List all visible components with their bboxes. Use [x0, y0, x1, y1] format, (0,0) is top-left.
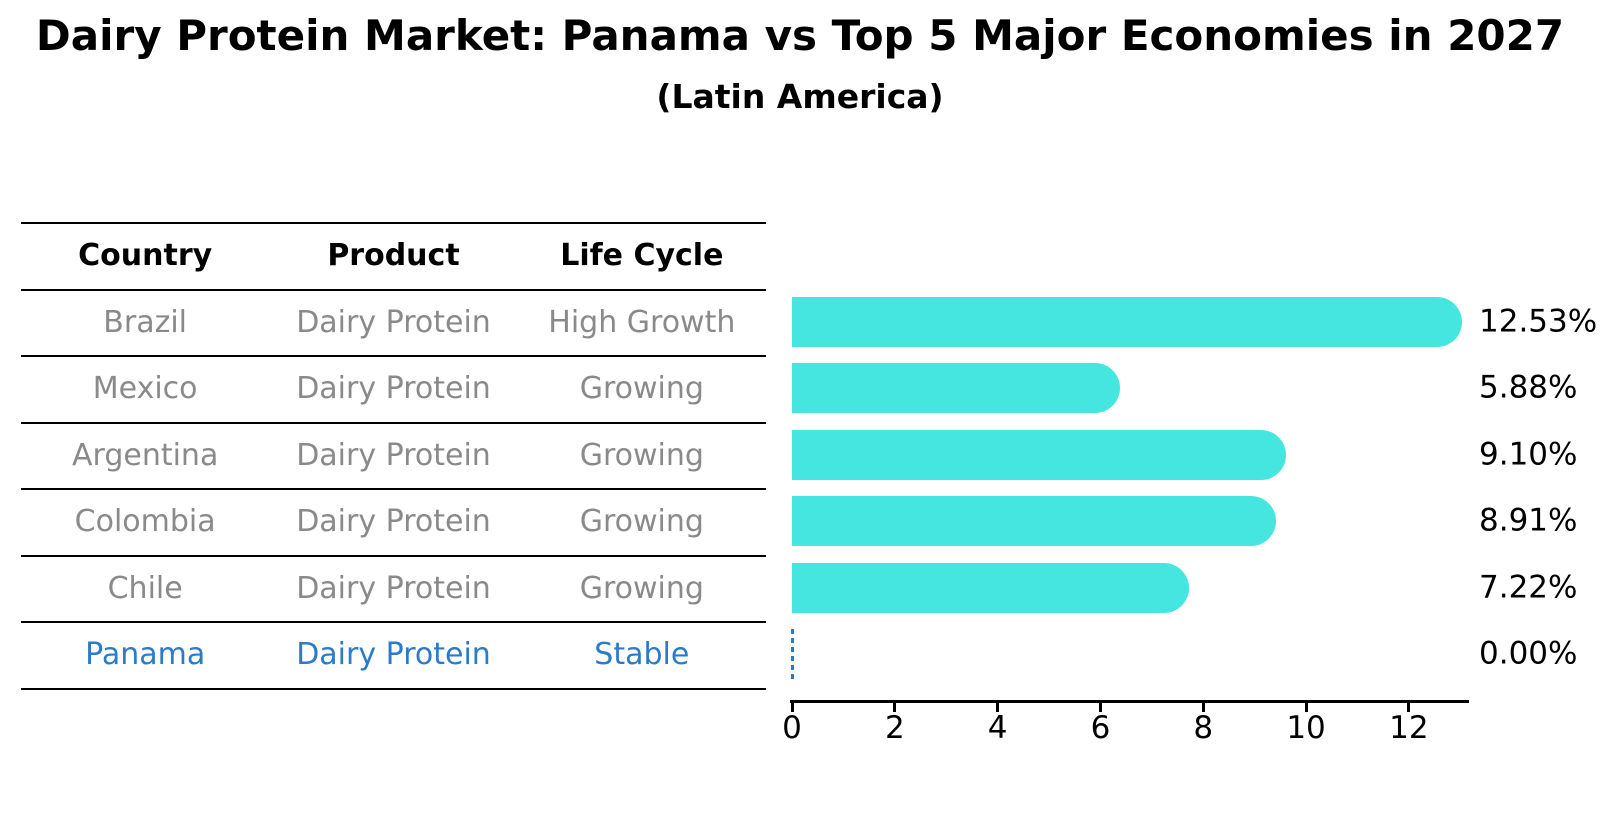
- table-row: Argentina Dairy Protein Growing: [21, 424, 766, 490]
- cell-product: Dairy Protein: [296, 371, 491, 407]
- value-label-mexico: 5.88%: [1479, 369, 1578, 406]
- value-label-brazil: 12.53%: [1479, 303, 1598, 340]
- cell-country: Mexico: [92, 371, 198, 407]
- table-row: Brazil Dairy Protein High Growth: [21, 291, 766, 357]
- x-tick-mark: [996, 703, 1000, 712]
- x-axis-line: [790, 700, 1469, 703]
- x-tick-mark: [893, 703, 897, 712]
- zero-dashed-marker-panama: [790, 629, 794, 680]
- x-tick-label: 0: [782, 710, 802, 746]
- x-tick-mark: [1201, 703, 1205, 712]
- cell-lifecycle: Growing: [579, 504, 704, 540]
- cell-country: Panama: [85, 637, 206, 673]
- table-row: Panama Dairy Protein Stable: [21, 623, 766, 690]
- x-tick-label: 12: [1389, 710, 1429, 746]
- table-row: Colombia Dairy Protein Growing: [21, 490, 766, 557]
- table-row: Chile Dairy Protein Growing: [21, 557, 766, 623]
- cell-lifecycle: Growing: [579, 570, 704, 606]
- chart-subtitle: (Latin America): [656, 77, 944, 116]
- bar-brazil: [792, 296, 1463, 347]
- cell-product: Dairy Protein: [296, 570, 491, 606]
- table-header-row: Country Product Life Cycle: [21, 224, 766, 291]
- cell-country: Colombia: [74, 504, 216, 540]
- x-tick-mark: [790, 703, 794, 712]
- value-label-colombia: 8.91%: [1479, 502, 1578, 539]
- cell-country: Chile: [107, 570, 183, 606]
- x-tick-mark: [1407, 703, 1411, 712]
- bar-chile: [792, 562, 1190, 613]
- cell-product: Dairy Protein: [296, 504, 491, 540]
- x-tick-label: 10: [1286, 710, 1326, 746]
- x-tick-label: 2: [884, 710, 905, 746]
- x-tick-label: 4: [987, 710, 1008, 746]
- x-tick-mark: [1304, 703, 1308, 712]
- column-header-lifecycle: Life Cycle: [560, 238, 724, 274]
- value-label-argentina: 9.10%: [1479, 436, 1578, 473]
- column-header-product: Product: [327, 238, 460, 274]
- cell-product: Dairy Protein: [296, 637, 491, 673]
- cell-lifecycle: Stable: [594, 637, 690, 673]
- table-row: Mexico Dairy Protein Growing: [21, 357, 766, 424]
- cell-lifecycle: Growing: [579, 371, 704, 407]
- cell-country: Argentina: [71, 437, 219, 473]
- column-header-country: Country: [78, 238, 213, 274]
- x-tick-label: 8: [1193, 710, 1214, 746]
- x-tick-mark: [1098, 703, 1102, 712]
- x-tick-label: 6: [1090, 710, 1111, 746]
- cell-product: Dairy Protein: [296, 437, 491, 473]
- chart-title: Dairy Protein Market: Panama vs Top 5 Ma…: [35, 11, 1565, 60]
- cell-country: Brazil: [103, 304, 188, 340]
- bar-colombia: [792, 496, 1277, 547]
- cell-lifecycle: High Growth: [548, 304, 736, 340]
- country-table: Country Product Life Cycle Brazil Dairy …: [21, 222, 766, 690]
- bar-argentina: [792, 429, 1286, 480]
- value-label-chile: 7.22%: [1479, 569, 1578, 606]
- bar-mexico: [792, 363, 1121, 414]
- cell-product: Dairy Protein: [296, 304, 491, 340]
- cell-lifecycle: Growing: [579, 437, 704, 473]
- value-label-panama: 0.00%: [1479, 635, 1578, 672]
